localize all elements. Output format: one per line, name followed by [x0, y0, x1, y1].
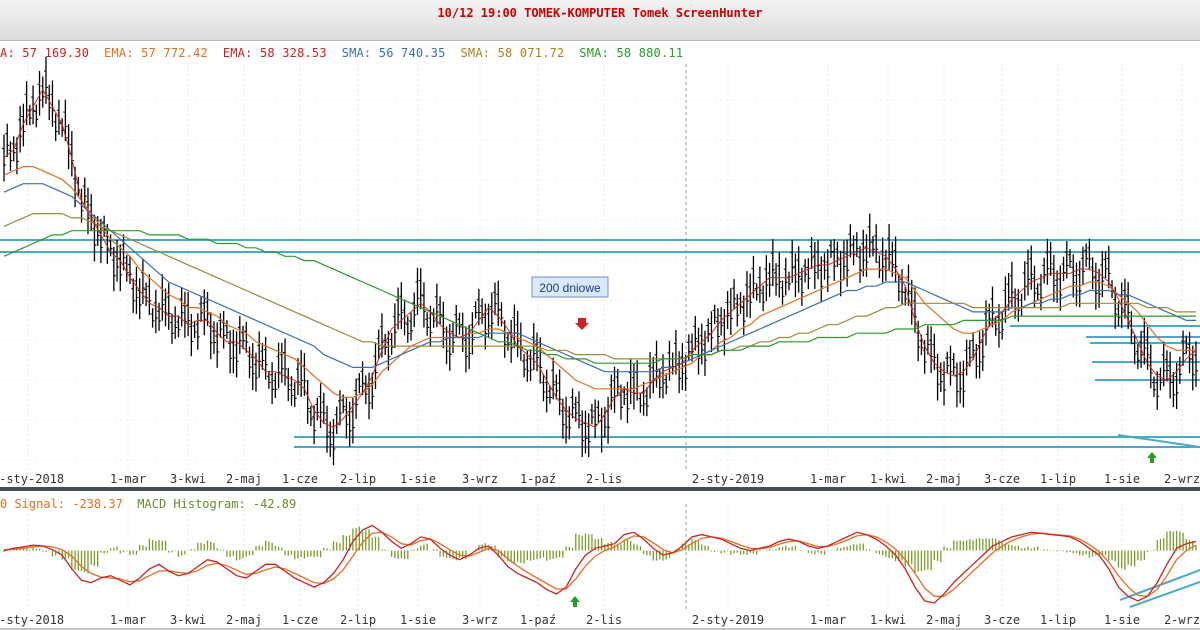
x-tick-label: 2-maj — [226, 472, 262, 486]
legend-value: 58 328.53 — [259, 46, 327, 60]
x-tick-label: 1-sie — [400, 613, 436, 627]
legend-value: 56 740.35 — [378, 46, 446, 60]
legend-item-ema-1: EMA: 57 772.42 — [103, 46, 208, 60]
macd-line — [3, 524, 1197, 604]
x-tick-label: 3-cze — [984, 472, 1020, 486]
legend-value: 57 169.30 — [22, 46, 90, 60]
x-tick-label: 3-cze — [984, 613, 1020, 627]
legend-item-a: A: 57 169.30 — [0, 46, 90, 60]
legend-name: A — [0, 46, 8, 60]
x-tick-label: 1-kwi — [870, 613, 906, 627]
x-tick-label: 1-paź — [520, 472, 556, 486]
moving-average-line — [3, 230, 1196, 364]
x-tick-label: 3-kwi — [170, 472, 206, 486]
legend-item-ema-2: EMA: 58 328.53 — [222, 46, 327, 60]
moving-average-line — [3, 166, 1196, 398]
x-tick-label: 3-wrz — [462, 472, 498, 486]
legend-value: 57 772.42 — [141, 46, 208, 60]
moving-average-line — [3, 183, 1196, 373]
legend-item-sma-2: SMA: 58 071.72 — [460, 46, 565, 60]
x-tick-label: 1-sie — [1104, 472, 1140, 486]
x-tick-label: 2-lis — [586, 472, 622, 486]
legend-value: -238.37 — [72, 497, 123, 511]
x-tick-label: 1-lip — [1040, 472, 1076, 486]
legend-item-signal: 0 Signal: -238.37 — [0, 497, 123, 511]
x-tick-label: 2-sty-2019 — [692, 613, 764, 627]
x-tick-label: 2-sty-2018 — [0, 472, 64, 486]
legend-name: SMA — [460, 46, 483, 60]
annotation-box — [531, 276, 609, 298]
x-tick-label: 1-mar — [810, 613, 846, 627]
annotation-text: 200 dniowe — [539, 281, 601, 295]
x-tick-label: 2-sty-2019 — [692, 472, 764, 486]
legend-name: SMA — [579, 46, 602, 60]
x-tick-label: 2-wrz — [1164, 472, 1200, 486]
x-tick-label: 1-kwi — [870, 472, 906, 486]
up-arrow-icon — [570, 596, 580, 607]
legend-name: SMA — [341, 46, 364, 60]
x-tick-label: 1-paź — [520, 613, 556, 627]
x-tick-label: 1-mar — [810, 472, 846, 486]
price-indicator-legend: A: 57 169.30 EMA: 57 772.42 EMA: 58 328.… — [0, 46, 683, 60]
moving-average-line — [3, 88, 1197, 428]
legend-name: 0 Signal — [0, 497, 58, 511]
x-tick-label: 2-lip — [340, 613, 376, 627]
x-tick-label: 2-wrz — [1164, 613, 1200, 627]
window-title: 10/12 19:00 TOMEK-KOMPUTER Tomek ScreenH… — [437, 6, 763, 20]
legend-value: 58 071.72 — [497, 46, 565, 60]
x-tick-label: 2-lis — [586, 613, 622, 627]
support-resistance-line — [1117, 434, 1200, 448]
x-tick-label: 2-maj — [926, 472, 962, 486]
legend-item-sma-3: SMA: 58 880.11 — [579, 46, 684, 60]
x-tick-label: 2-maj — [226, 613, 262, 627]
x-tick-label: 1-cze — [282, 472, 318, 486]
signal-line — [3, 531, 1197, 597]
x-tick-label: 3-kwi — [170, 613, 206, 627]
x-tick-label: 1-mar — [110, 613, 146, 627]
x-tick-label: 2-sty-2018 — [0, 613, 64, 627]
x-tick-label: 1-mar — [110, 472, 146, 486]
down-arrow-icon — [575, 318, 589, 330]
x-tick-label: 1-sie — [1104, 613, 1140, 627]
x-tick-label: 1-lip — [1040, 613, 1076, 627]
window-title-bar: 10/12 19:00 TOMEK-KOMPUTER Tomek ScreenH… — [0, 0, 1200, 41]
legend-value: -42.89 — [252, 497, 297, 511]
macd-trend-line — [1129, 581, 1200, 608]
legend-name: EMA — [103, 46, 127, 60]
legend-value: 58 880.11 — [616, 46, 684, 60]
legend-item-sma-1: SMA: 56 740.35 — [341, 46, 446, 60]
x-tick-label: 1-cze — [282, 613, 318, 627]
x-tick-label: 1-sie — [400, 472, 436, 486]
legend-name: EMA — [222, 46, 246, 60]
up-arrow-icon — [1147, 452, 1157, 463]
x-tick-label: 2-maj — [926, 613, 962, 627]
x-tick-label: 3-wrz — [462, 613, 498, 627]
pane-separator — [0, 487, 1200, 491]
moving-average-line — [3, 213, 1196, 360]
x-tick-label: 2-lip — [340, 472, 376, 486]
